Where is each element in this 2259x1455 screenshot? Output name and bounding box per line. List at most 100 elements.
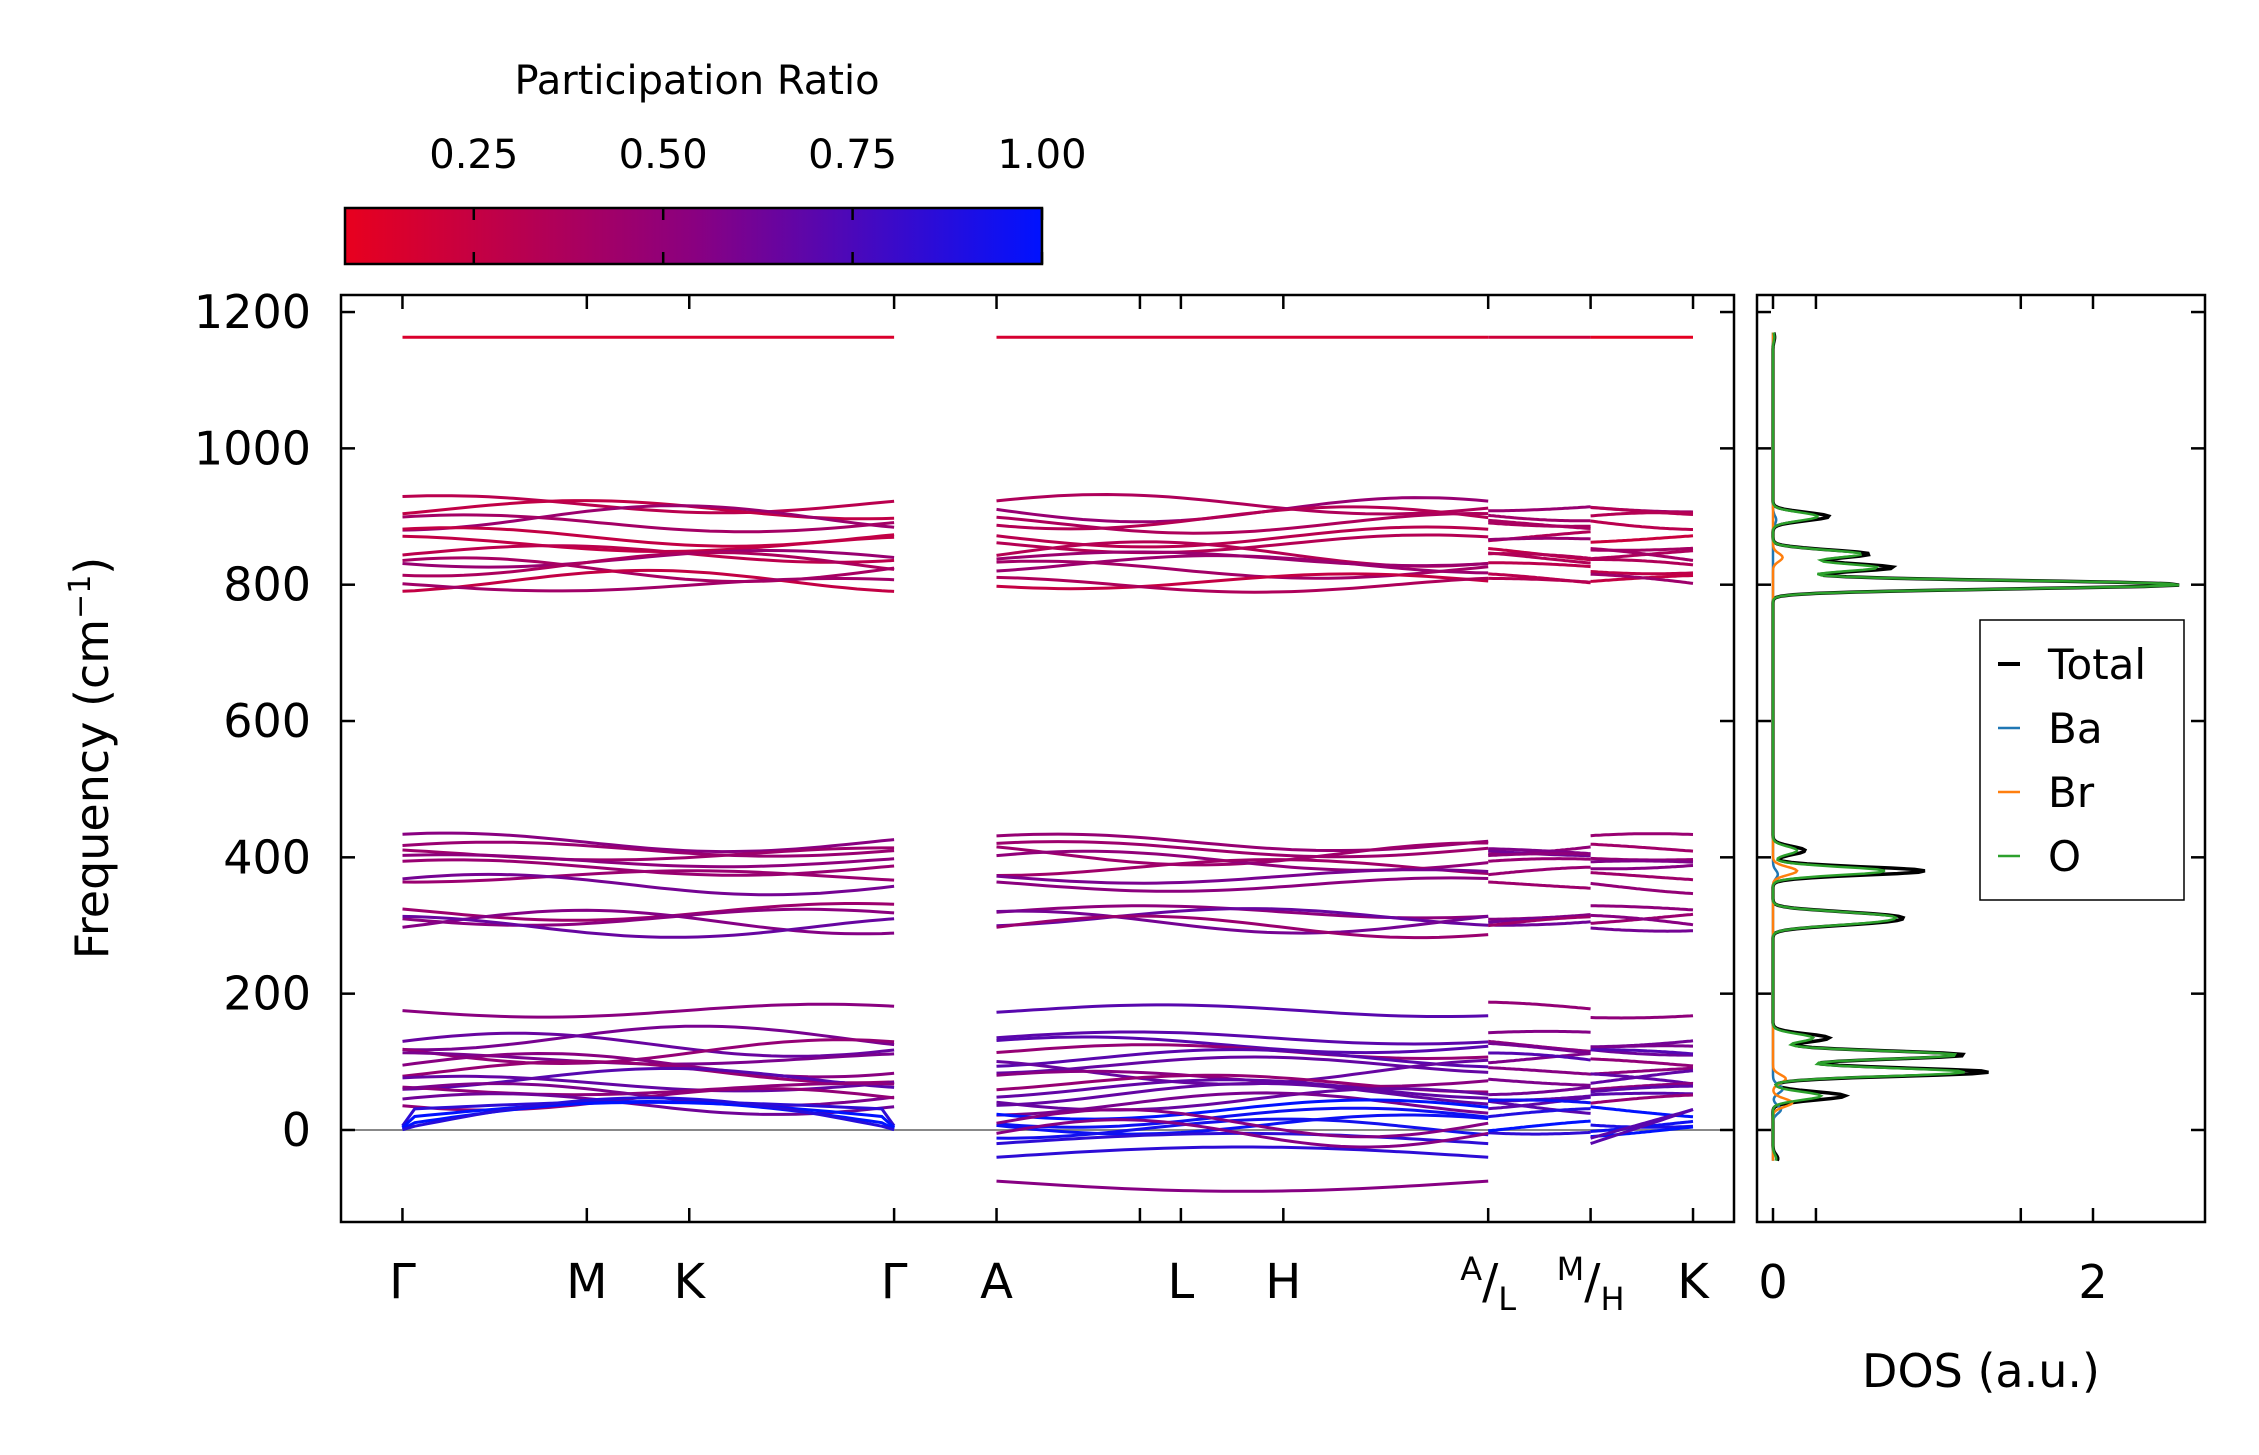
- imaginary-mode: [996, 1145, 1489, 1159]
- band-upper-optical: [1590, 519, 1693, 531]
- band-upper-optical: [996, 511, 1489, 535]
- band-low-optical: [996, 1091, 1489, 1117]
- x-tick-label: K: [674, 1254, 707, 1310]
- band-mid-optical: [402, 914, 895, 939]
- imaginary-mode: [996, 1108, 1489, 1139]
- band-low-optical: [996, 1082, 1489, 1107]
- y-axis-label-close: ): [65, 557, 119, 575]
- dos-legend: Total Ba Br O: [1979, 619, 2185, 901]
- band-acoustic: [996, 1098, 1489, 1121]
- y-tick-label: 400: [223, 830, 311, 884]
- colorbar-tick-label: 1.00: [997, 132, 1086, 178]
- legend-label: Ba: [2048, 704, 2103, 753]
- colorbar: Participation Ratio 0.25 0.50 0.75 1.00: [343, 58, 1087, 266]
- band-low-optical: [996, 1003, 1489, 1018]
- band-low-optical: [402, 1082, 895, 1097]
- band-frame: [339, 293, 1736, 1224]
- band-mid-optical: [402, 853, 895, 869]
- dos-x-tick-label: 0: [1758, 1255, 1787, 1309]
- band-mid-optical: [1488, 852, 1591, 858]
- y-tick-label: 1200: [194, 285, 311, 339]
- band-low-optical: [1488, 1051, 1591, 1062]
- band-low-optical: [1590, 1048, 1693, 1057]
- legend-label: O: [2048, 832, 2081, 881]
- band-upper-optical: [1590, 511, 1694, 518]
- band-mid-optical: [1590, 926, 1693, 933]
- dos-x-tick-label: 2: [2078, 1255, 2107, 1309]
- x-tick-label-sup: M: [1557, 1250, 1585, 1288]
- band-upper-optical: [996, 575, 1489, 594]
- band-upper-optical: [402, 504, 895, 532]
- band-upper-optical: [1590, 558, 1694, 567]
- dos-x-axis-label: DOS (a.u.): [1862, 1344, 2100, 1398]
- band-mid-optical: [1488, 857, 1591, 863]
- band-low-optical: [1488, 1052, 1591, 1065]
- band-upper-optical: [1488, 513, 1591, 523]
- band-upper-optical: [1488, 505, 1591, 513]
- band-acoustic: [996, 1117, 1489, 1140]
- band-low-optical: [1590, 1091, 1694, 1097]
- imaginary-mode: [996, 1179, 1489, 1193]
- x-tick-label: M/H: [1557, 1250, 1625, 1318]
- legend-label: Br: [2048, 768, 2095, 817]
- band-mid-optical: [402, 872, 895, 897]
- x-tick-label: H: [1265, 1254, 1301, 1310]
- x-tick-label: A: [980, 1254, 1013, 1310]
- legend-box: [1979, 619, 2185, 901]
- band-low-optical: [1590, 1066, 1694, 1076]
- band-mid-optical: [1488, 880, 1591, 890]
- band-upper-optical: [996, 505, 1489, 531]
- band-acoustic: [1590, 1125, 1694, 1138]
- imaginary-mode: [1590, 1108, 1694, 1146]
- band-low-optical: [1590, 1057, 1694, 1068]
- band-low-optical: [1488, 1099, 1591, 1115]
- y-tick-label: 1000: [194, 421, 311, 475]
- band-upper-optical: [996, 572, 1489, 591]
- band-low-optical: [402, 1038, 895, 1066]
- band-mid-optical: [996, 840, 1489, 859]
- band-upper-optical: [1590, 534, 1694, 544]
- band-low-optical: [1488, 1029, 1591, 1035]
- y-tick-label: 200: [223, 967, 311, 1021]
- band-mid-optical: [1590, 842, 1694, 853]
- band-mid-optical: [1488, 920, 1591, 927]
- x-tick-label-main: /: [1584, 1254, 1601, 1310]
- band-low-optical: [1590, 1014, 1694, 1020]
- y-axis-label-sup: −1: [63, 575, 98, 619]
- band-upper-optical: [1488, 576, 1591, 584]
- band-mid-optical: [402, 908, 895, 936]
- band-mid-optical: [402, 869, 895, 884]
- band-low-optical: [1590, 1093, 1694, 1105]
- colorbar-tick-label: 0.75: [808, 132, 897, 178]
- band-mid-optical: [1488, 865, 1591, 877]
- colorbar-tick-label: 0.50: [619, 132, 708, 178]
- band-mid-optical: [996, 876, 1489, 893]
- x-tick-label: M: [566, 1254, 607, 1310]
- x-tick-label: A/L: [1460, 1250, 1516, 1318]
- band-low-optical: [1488, 1000, 1591, 1011]
- band-mid-optical: [996, 907, 1489, 928]
- band-mid-optical: [1590, 859, 1694, 864]
- colorbar-title: Participation Ratio: [514, 58, 879, 104]
- band-upper-optical: [1590, 570, 1694, 576]
- band-upper-optical: [1488, 551, 1591, 560]
- y-tick-label: 600: [223, 694, 311, 748]
- x-tick-label: Γ: [389, 1254, 416, 1310]
- band-upper-optical: [402, 513, 895, 534]
- band-low-optical: [402, 1002, 895, 1019]
- band-low-optical: [1590, 1072, 1694, 1086]
- band-upper-optical: [1488, 561, 1591, 569]
- band-low-optical: [1590, 1084, 1693, 1094]
- band-low-optical: [402, 1024, 895, 1052]
- x-tick-label: Γ: [881, 1254, 908, 1310]
- band-acoustic: [1488, 1107, 1591, 1119]
- band-mid-optical: [996, 832, 1489, 852]
- colorbar-tick-label: 0.25: [429, 132, 518, 178]
- band-mid-optical: [996, 868, 1489, 885]
- band-low-optical: [1488, 1066, 1591, 1076]
- band-acoustic: [996, 1113, 1489, 1136]
- band-low-optical: [1488, 1077, 1591, 1087]
